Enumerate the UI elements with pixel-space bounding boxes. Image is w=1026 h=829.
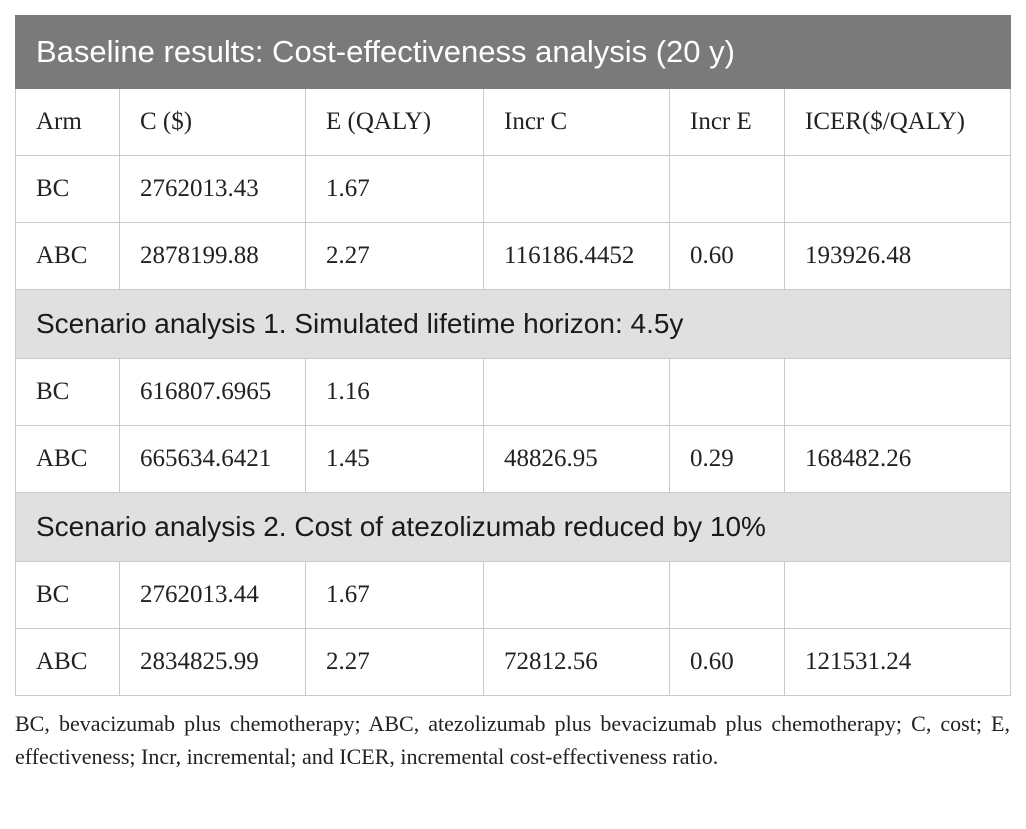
cell-effectiveness: 1.16 — [305, 358, 484, 426]
column-header-incr-cost: Incr C — [483, 88, 670, 156]
scenario-1-title: Scenario analysis 1. Simulated lifetime … — [14, 289, 1012, 359]
table-row: BC 2762013.44 1.67 — [15, 561, 1012, 629]
cell-incr-cost — [483, 155, 670, 223]
scenario-2-title: Scenario analysis 2. Cost of atezolizuma… — [14, 492, 1012, 562]
cell-incr-cost: 116186.4452 — [483, 222, 670, 290]
document-page: Baseline results: Cost-effectiveness ana… — [14, 15, 1012, 795]
table-row: ABC 2878199.88 2.27 116186.4452 0.60 193… — [15, 222, 1012, 290]
cell-effectiveness: 1.67 — [305, 561, 484, 629]
cell-incr-effectiveness — [669, 358, 785, 426]
cell-incr-effectiveness — [669, 155, 785, 223]
cell-incr-cost — [483, 358, 670, 426]
cost-effectiveness-table: Baseline results: Cost-effectiveness ana… — [14, 15, 1012, 696]
table-title: Baseline results: Cost-effectiveness ana… — [14, 15, 1012, 89]
cell-arm: ABC — [15, 222, 120, 290]
cell-arm: ABC — [15, 628, 120, 696]
cell-incr-effectiveness: 0.60 — [669, 222, 785, 290]
column-header-row: Arm C ($) E (QALY) Incr C Incr E ICER($/… — [15, 88, 1012, 156]
cell-effectiveness: 1.45 — [305, 425, 484, 493]
column-header-cost: C ($) — [119, 88, 306, 156]
cell-incr-effectiveness: 0.29 — [669, 425, 785, 493]
cell-icer: 121531.24 — [783, 628, 1012, 696]
cell-arm: ABC — [15, 425, 120, 493]
cell-incr-effectiveness: 0.60 — [669, 628, 785, 696]
table-row: ABC 2834825.99 2.27 72812.56 0.60 121531… — [15, 628, 1012, 696]
column-header-icer: ICER($/QALY) — [783, 88, 1012, 156]
table-row: BC 2762013.43 1.67 — [15, 155, 1012, 223]
cell-cost: 2762013.43 — [119, 155, 306, 223]
cell-arm: BC — [15, 561, 120, 629]
column-header-incr-effectiveness: Incr E — [669, 88, 785, 156]
cell-icer: 168482.26 — [783, 425, 1012, 493]
cell-cost: 665634.6421 — [119, 425, 306, 493]
cell-incr-cost — [483, 561, 670, 629]
cell-cost: 2878199.88 — [119, 222, 306, 290]
column-header-effectiveness: E (QALY) — [305, 88, 484, 156]
table-footnote: BC, bevacizumab plus chemotherapy; ABC, … — [15, 711, 1010, 769]
column-header-arm: Arm — [15, 88, 120, 156]
scenario-2-header-row: Scenario analysis 2. Cost of atezolizuma… — [14, 492, 1012, 562]
cell-icer: 193926.48 — [783, 222, 1012, 290]
cell-effectiveness: 1.67 — [305, 155, 484, 223]
scenario-1-header-row: Scenario analysis 1. Simulated lifetime … — [14, 289, 1012, 359]
cell-effectiveness: 2.27 — [305, 628, 484, 696]
table-row: BC 616807.6965 1.16 — [15, 358, 1012, 426]
cell-arm: BC — [15, 155, 120, 223]
table-row: ABC 665634.6421 1.45 48826.95 0.29 16848… — [15, 425, 1012, 493]
cell-incr-cost: 48826.95 — [483, 425, 670, 493]
cell-icer — [783, 155, 1012, 223]
cell-cost: 2834825.99 — [119, 628, 306, 696]
cell-effectiveness: 2.27 — [305, 222, 484, 290]
cell-cost: 2762013.44 — [119, 561, 306, 629]
table-title-row: Baseline results: Cost-effectiveness ana… — [14, 15, 1012, 89]
cell-incr-effectiveness — [669, 561, 785, 629]
cell-cost: 616807.6965 — [119, 358, 306, 426]
cell-arm: BC — [15, 358, 120, 426]
cell-incr-cost: 72812.56 — [483, 628, 670, 696]
cell-icer — [783, 561, 1012, 629]
cell-icer — [783, 358, 1012, 426]
